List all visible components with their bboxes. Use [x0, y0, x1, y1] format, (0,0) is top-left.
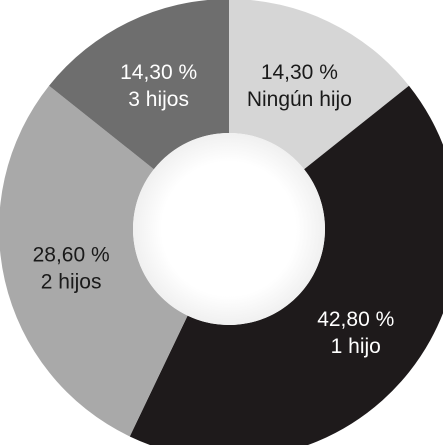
- donut-slice-4: [49, 0, 229, 170]
- slice-percent-label: 14,30 %: [261, 61, 338, 84]
- donut-slice-1: [229, 0, 409, 170]
- slice-category-label: 3 hijos: [128, 88, 189, 111]
- slice-percent-label: 14,30 %: [120, 61, 197, 84]
- slice-category-label: Ningún hijo: [247, 88, 352, 111]
- slice-category-label: 2 hijos: [41, 270, 102, 293]
- slice-percent-label: 28,60 %: [33, 243, 110, 266]
- slice-label-4: 14,30 % 3 hijos: [120, 61, 197, 111]
- labels-layer: 14,30 % Ningún hijo 42,80 % 1 hijo 28,60 % 2 …: [33, 61, 395, 358]
- slice-category-label: 1 hijo: [331, 335, 381, 358]
- slice-label-1: 14,30 % Ningún hijo: [247, 61, 352, 111]
- slice-percent-label: 42,80 %: [317, 308, 394, 331]
- slice-label-2: 42,80 % 1 hijo: [317, 308, 394, 358]
- donut-slice-3: [0, 85, 188, 437]
- donut-hole: [133, 133, 325, 325]
- donut-slice-2: [129, 85, 443, 445]
- slice-label-3: 28,60 % 2 hijos: [33, 243, 110, 293]
